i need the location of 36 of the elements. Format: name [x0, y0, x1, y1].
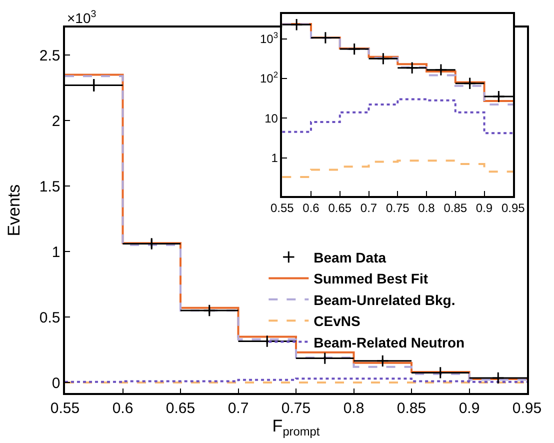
x-tick-label: 0.75	[386, 201, 410, 216]
x-tick-label: 0.75	[281, 400, 311, 417]
x-tick-label: 0.8	[418, 201, 436, 216]
x-tick-label: 0.7	[228, 400, 249, 417]
x-tick-label: 0.65	[328, 201, 352, 216]
x-tick-label: 0.65	[166, 400, 196, 417]
y-tick-label: 1	[271, 151, 278, 166]
legend-label: Beam Data	[314, 249, 386, 266]
y-tick-label: 10$^{3}$	[260, 30, 278, 46]
x-tick-label: 0.6	[302, 201, 320, 216]
x-axis-title: F$_{prompt}$	[272, 416, 320, 438]
legend-label: Beam-Unrelated Bkg.	[314, 292, 456, 308]
x-tick-label: 0.95	[512, 400, 542, 417]
x-tick-label: 0.8	[343, 400, 364, 417]
x-tick-label: 0.55	[270, 201, 294, 216]
x-tick-label: 0.85	[444, 201, 468, 216]
legend-label: Beam-Related Neutron	[314, 334, 465, 350]
y-tick-label: 10	[264, 111, 278, 126]
x-tick-label: 0.9	[476, 201, 493, 216]
y-tick-label: 2.5	[39, 47, 60, 64]
x-tick-label: 0.85	[396, 400, 426, 417]
legend-label: Summed Best Fit	[314, 270, 428, 287]
y-tick-label: 1.5	[39, 178, 60, 196]
legend-label: CEvNS	[314, 313, 360, 330]
x-tick-label: 0.55	[50, 400, 80, 417]
y-tick-label: 0	[52, 374, 60, 392]
y-axis-title: Events	[4, 184, 24, 236]
y-tick-label: 10$^{2}$	[260, 70, 278, 86]
x-tick-label: 0.7	[360, 201, 378, 216]
y-tick-label: 2	[52, 112, 60, 130]
text: ×10$^{3}$	[67, 9, 97, 26]
y-tick-label: 1	[52, 244, 60, 261]
y-tick-label: 0.5	[39, 309, 60, 326]
x-tick-label: 0.6	[112, 400, 134, 417]
x-tick-label: 0.95	[501, 201, 526, 216]
x-tick-label: 0.9	[458, 400, 480, 417]
